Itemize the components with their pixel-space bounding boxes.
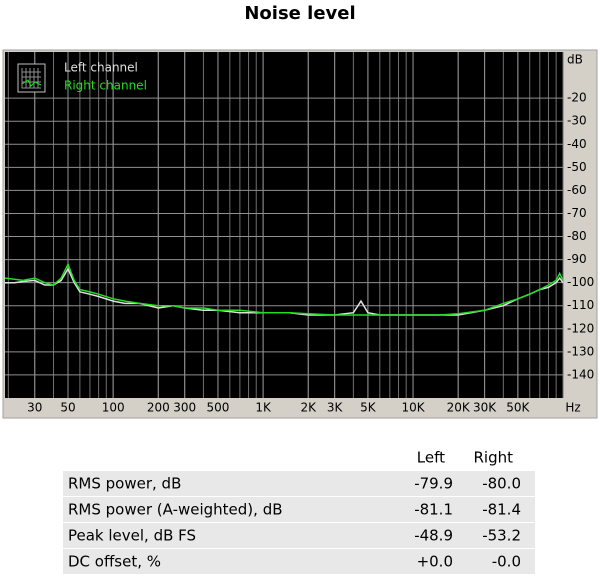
y-tick-label: -120 [567, 321, 594, 335]
table-cell: -81.4 [482, 501, 521, 519]
series-line [5, 267, 564, 316]
table-cell: -80.0 [482, 475, 521, 493]
x-tick-label: 50K [506, 401, 530, 415]
y-tick-label: -80 [567, 229, 587, 243]
plot-area [5, 52, 563, 398]
table-row [63, 497, 535, 522]
y-tick-label: -50 [567, 160, 587, 174]
x-tick-label: 3K [327, 401, 344, 415]
y-tick-label: -20 [567, 91, 587, 105]
legend-label: Left channel [64, 61, 138, 75]
table-cell: -0.0 [492, 553, 521, 571]
lines [4, 262, 564, 316]
x-tick-label: 200 [147, 401, 170, 415]
y-tick-label: -140 [567, 367, 594, 381]
table-cell: -81.1 [414, 501, 453, 519]
x-tick-label: 50 [60, 401, 75, 415]
y-tick-label: -100 [567, 275, 594, 289]
table-cell: -53.2 [482, 527, 521, 545]
x-tick-label: 100 [102, 401, 125, 415]
table: Left Right RMS power, dB -79.9 -80.0 RMS powe… [63, 449, 535, 574]
grid [5, 52, 564, 398]
table-row [63, 523, 535, 548]
y-tick-label: -70 [567, 206, 587, 220]
legend-icon [17, 63, 46, 93]
y-tick-label: -30 [567, 114, 587, 128]
y-tick-label: -90 [567, 252, 587, 266]
table-cell: -79.9 [414, 475, 453, 493]
x-tick-label: 300 [173, 401, 196, 415]
x-tick-label: 30K [473, 401, 497, 415]
y-axis-label: dB [567, 53, 583, 67]
chart-title: Noise level [244, 3, 355, 24]
series-line [4, 262, 564, 316]
row-label: Peak level, dB FS [68, 527, 196, 545]
x-tick-label: 10K [401, 401, 425, 415]
table-cell: -48.9 [414, 527, 453, 545]
table-cell: +0.0 [417, 553, 453, 571]
x-tick-label: 500 [207, 401, 230, 415]
row-label: RMS power, dB [68, 475, 181, 493]
column-header: Right [474, 449, 514, 467]
y-tick-label: -110 [567, 298, 594, 312]
x-tick-label: 2K [300, 401, 317, 415]
y-tick-label: -60 [567, 183, 587, 197]
table-row [63, 549, 535, 574]
icon-curve [21, 79, 42, 87]
row-label: RMS power (A-weighted), dB [68, 501, 283, 519]
y-tick-label: -40 [567, 137, 587, 151]
x-axis-label: Hz [565, 401, 580, 415]
legend-label: Right channel [64, 79, 147, 93]
table-row [63, 471, 535, 496]
column-header: Left [417, 449, 445, 467]
x-tick-label: 30 [27, 401, 42, 415]
row-label: DC offset, % [68, 553, 161, 571]
x-tick-label: 1K [255, 401, 272, 415]
y-tick-label: -130 [567, 344, 594, 358]
icon-grid [21, 68, 41, 89]
x-tick-label: 20K [447, 401, 471, 415]
x-tick-label: 5K [360, 401, 377, 415]
